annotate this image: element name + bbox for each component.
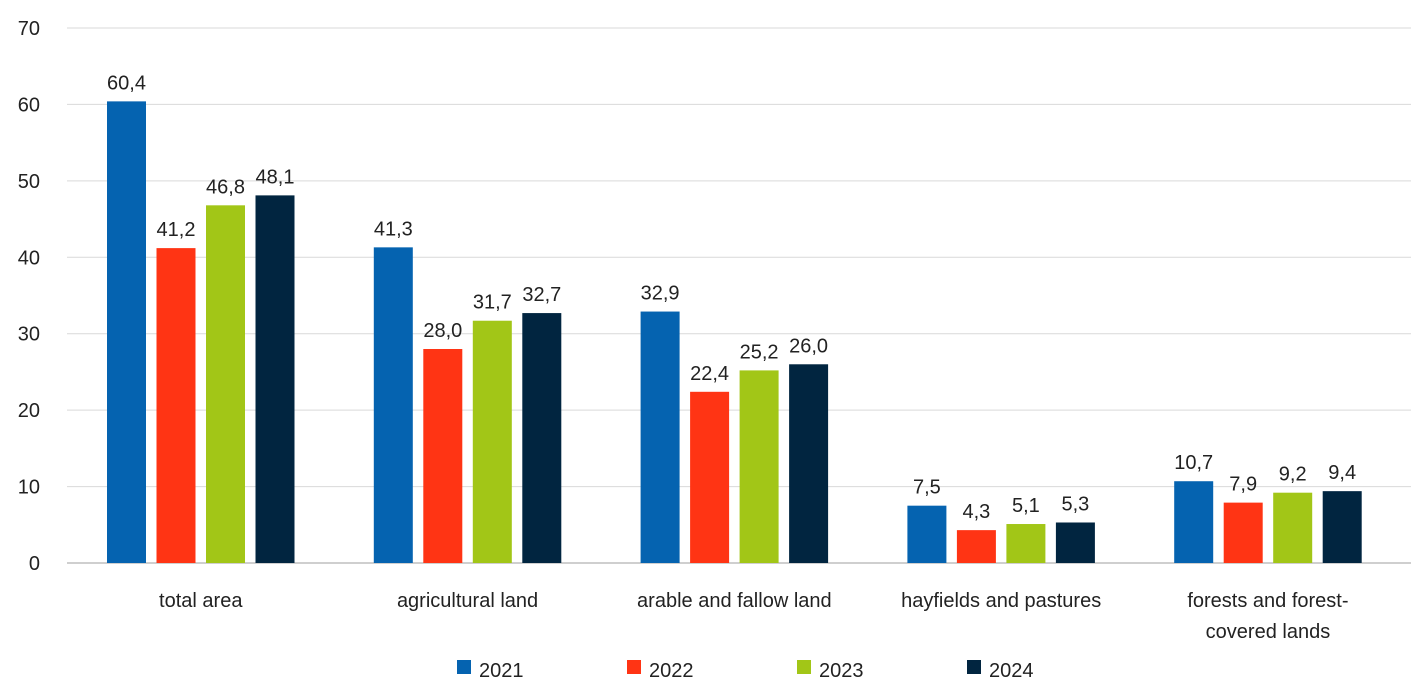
data-label: 4,3 <box>962 501 990 523</box>
bar-2024 <box>1055 522 1095 563</box>
legend-swatch-2023 <box>797 660 811 674</box>
data-label: 9,4 <box>1328 462 1356 484</box>
bar-2021 <box>1174 481 1214 563</box>
y-tick-label: 50 <box>18 171 40 193</box>
data-label: 5,1 <box>1012 495 1040 517</box>
category-label: total area <box>159 590 243 612</box>
y-tick-label: 20 <box>18 400 40 422</box>
data-label: 5,3 <box>1061 493 1089 515</box>
category-label: agricultural land <box>397 590 538 612</box>
y-tick-label: 70 <box>18 18 40 40</box>
data-label: 32,9 <box>641 283 680 305</box>
data-label: 25,2 <box>740 341 779 363</box>
legend: 2021 2022 2023 2024 <box>457 660 1034 679</box>
data-labels: 60,4 41,2 46,8 48,1 41,3 28,0 31,7 32,7 32,9 22,4… <box>107 72 1356 523</box>
bar-2023 <box>739 370 779 563</box>
bar-2021 <box>640 311 680 563</box>
y-tick-label: 40 <box>18 247 40 269</box>
legend-swatch-2024 <box>967 660 981 674</box>
bar-2024 <box>522 313 562 563</box>
data-label: 7,9 <box>1229 474 1257 496</box>
category-label: hayfields and pastures <box>901 590 1101 612</box>
bar-2022 <box>1223 502 1263 563</box>
data-label: 41,2 <box>157 219 196 241</box>
data-label: 26,0 <box>789 335 828 357</box>
bar-2022 <box>156 248 196 563</box>
data-label: 7,5 <box>913 477 941 499</box>
bar-2022 <box>690 391 730 563</box>
bar-2023 <box>206 205 245 564</box>
bar-2024 <box>255 195 295 563</box>
category-label: covered lands <box>1206 621 1331 643</box>
y-tick-label: 60 <box>18 94 40 116</box>
bar-2021 <box>107 101 146 563</box>
legend-label: 2021 <box>479 660 524 679</box>
legend-label: 2022 <box>649 660 694 679</box>
data-label: 46,8 <box>206 176 245 198</box>
legend-label: 2024 <box>989 660 1034 679</box>
data-label: 32,7 <box>522 284 561 306</box>
bar-2024 <box>1322 491 1362 563</box>
category-label: arable and fallow land <box>637 590 832 612</box>
data-label: 10,7 <box>1174 452 1213 474</box>
bar-2024 <box>789 364 829 563</box>
data-label: 28,0 <box>423 320 462 342</box>
bar-2023 <box>472 320 512 563</box>
category-labels: total area agricultural land arable and fa… <box>159 590 1348 643</box>
y-tick-label: 30 <box>18 324 40 346</box>
category-label: forests and forest- <box>1187 590 1348 612</box>
legend-swatch-2021 <box>457 660 471 674</box>
bar-2021 <box>373 247 413 563</box>
bar-2021 <box>907 505 947 563</box>
y-tick-label: 10 <box>18 477 40 499</box>
bar-2022 <box>956 530 996 563</box>
legend-swatch-2022 <box>627 660 641 674</box>
bar-2023 <box>1273 492 1313 563</box>
data-label: 9,2 <box>1279 464 1307 486</box>
data-label: 31,7 <box>473 292 512 314</box>
bar-2022 <box>423 349 463 563</box>
data-label: 41,3 <box>374 218 413 240</box>
y-tick-label: 0 <box>29 553 40 575</box>
data-label: 22,4 <box>690 363 729 385</box>
data-label: 60,4 <box>107 72 146 94</box>
legend-label: 2023 <box>819 660 864 679</box>
bars <box>107 101 1362 564</box>
bar-2023 <box>1006 524 1046 563</box>
data-label: 48,1 <box>256 166 295 188</box>
y-axis-ticks: 0 10 20 30 40 50 60 70 <box>18 18 40 575</box>
